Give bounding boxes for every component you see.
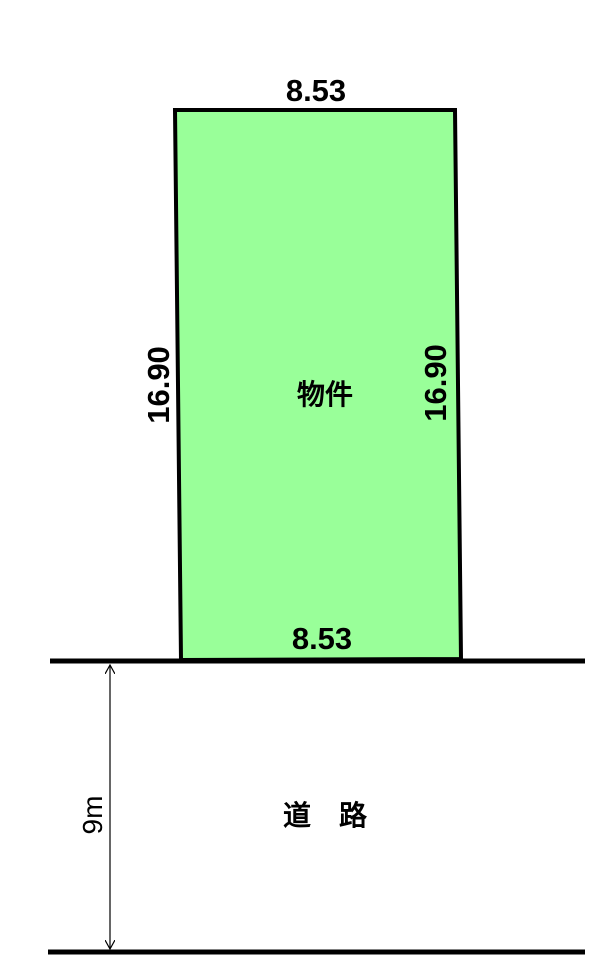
bottom-width-label: 8.53 bbox=[292, 621, 352, 656]
road-width-label: 9m bbox=[77, 796, 108, 835]
property-label: 物件 bbox=[297, 378, 353, 411]
top-width-label: 8.53 bbox=[286, 73, 346, 108]
road-label: 道 路 bbox=[283, 799, 368, 832]
right-depth-label: 16.90 bbox=[418, 344, 453, 422]
left-depth-label: 16.90 bbox=[141, 346, 176, 424]
